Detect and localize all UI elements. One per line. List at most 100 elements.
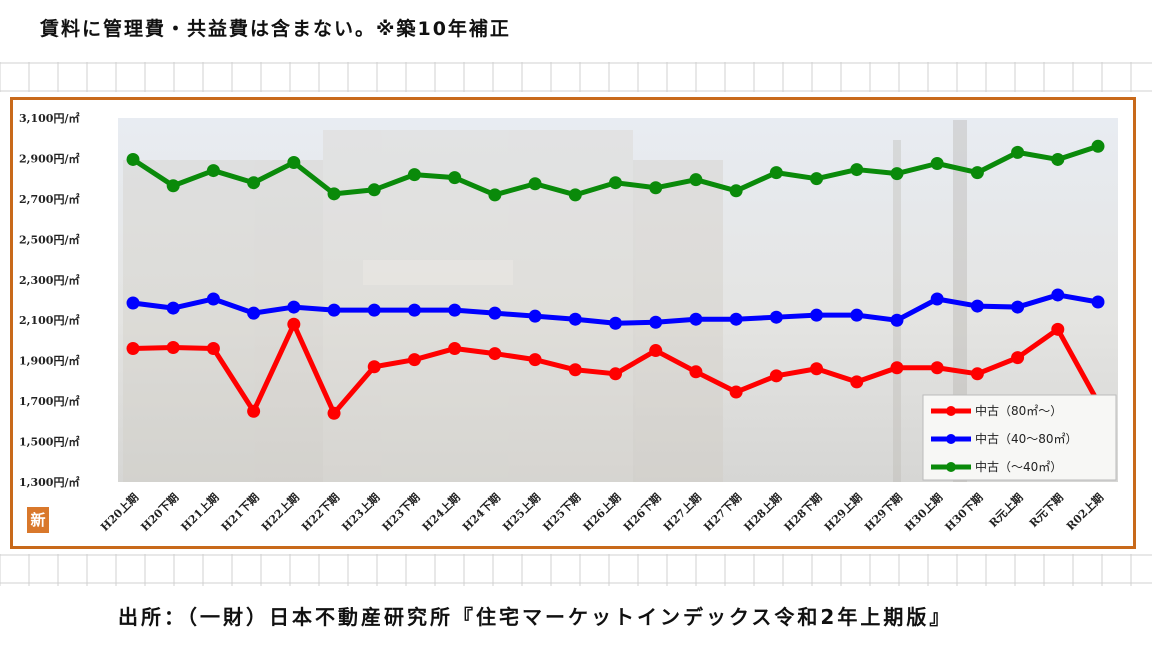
data-point-0: [407, 353, 421, 367]
line-chart: 3,100円/㎡ 2,900円/㎡ 2,700円/㎡ 2,500円/㎡ 2,300円/㎡…: [19, 111, 1118, 534]
x-tick-label: H24下期: [459, 490, 503, 534]
data-point-2: [930, 157, 944, 170]
x-tick-label: H30下期: [942, 490, 986, 534]
data-point-2: [327, 187, 341, 201]
data-point-0: [528, 353, 542, 367]
data-point-0: [890, 361, 904, 375]
data-point-0: [1011, 351, 1025, 365]
data-point-2: [126, 152, 140, 166]
data-point-2: [689, 173, 703, 187]
source-note: 出所：（一財）日本不動産研究所『住宅マーケットインデックス令和2年上期版』: [118, 605, 953, 629]
x-tick-label: H23上期: [339, 490, 383, 534]
x-tick-label: H30上期: [902, 490, 946, 534]
data-point-2: [769, 166, 783, 180]
data-point-1: [850, 308, 864, 322]
data-point-0: [769, 369, 783, 383]
x-tick-label: H26上期: [580, 490, 624, 534]
data-point-2: [528, 177, 542, 191]
data-point-1: [488, 306, 502, 320]
y-tick-label: 1,700円/㎡: [19, 394, 79, 408]
y-tick-label: 3,100円/㎡: [19, 111, 79, 125]
data-point-0: [488, 347, 502, 361]
data-point-1: [1051, 288, 1065, 302]
x-tick-label: R元下期: [1026, 490, 1066, 530]
data-point-1: [890, 313, 904, 327]
data-point-2: [649, 181, 663, 195]
y-tick-label: 2,900円/㎡: [19, 151, 79, 165]
data-point-2: [1011, 145, 1025, 159]
data-point-0: [689, 365, 703, 379]
legend-label-2: 中古（～40㎡）: [975, 459, 1062, 474]
data-point-0: [609, 367, 622, 381]
x-tick-label: R元上期: [986, 490, 1026, 530]
data-point-0: [327, 406, 341, 420]
data-point-0: [1051, 322, 1065, 336]
grid-band-bottom: [0, 554, 1152, 586]
grid-band-top: [0, 62, 1152, 92]
legend-label-0: 中古（80㎡～）: [975, 403, 1062, 418]
data-point-0: [367, 360, 381, 374]
x-tick-label: H29上期: [821, 490, 865, 534]
data-point-2: [970, 166, 984, 180]
data-point-1: [448, 303, 462, 317]
data-point-1: [126, 296, 140, 310]
y-tick-label: 1,300円/㎡: [19, 475, 79, 489]
data-point-2: [810, 172, 824, 186]
data-point-1: [769, 310, 783, 324]
data-point-1: [689, 312, 703, 326]
y-tick-label: 2,300円/㎡: [19, 273, 79, 287]
chart-frame: 3,100円/㎡ 2,900円/㎡ 2,700円/㎡ 2,500円/㎡ 2,300円/㎡…: [10, 97, 1136, 549]
data-point-2: [488, 188, 502, 202]
y-tick-label: 1,900円/㎡: [19, 354, 79, 368]
legend-label-1: 中古（40～80㎡）: [975, 431, 1078, 446]
data-point-0: [810, 362, 824, 376]
data-point-0: [930, 361, 944, 375]
x-tick-label: H23下期: [379, 490, 423, 534]
data-point-2: [1091, 139, 1105, 153]
x-tick-label: H28上期: [741, 490, 785, 534]
x-tick-label: H22上期: [258, 490, 302, 534]
x-tick-label: H22下期: [299, 490, 343, 534]
data-point-2: [287, 155, 301, 169]
y-tick-label: 2,100円/㎡: [19, 313, 79, 327]
data-point-1: [649, 315, 663, 329]
data-point-0: [850, 375, 864, 389]
x-tick-label: H21下期: [218, 490, 262, 534]
data-point-2: [206, 164, 220, 178]
data-point-0: [247, 404, 261, 418]
x-tick-label: H26下期: [620, 490, 664, 534]
x-tick-label: H20上期: [97, 490, 141, 534]
data-point-1: [609, 316, 622, 330]
data-point-2: [729, 184, 743, 198]
data-point-1: [166, 301, 180, 315]
x-tick-label: H27下期: [701, 490, 745, 534]
data-point-0: [649, 344, 663, 358]
badge-icon: 新: [27, 507, 49, 533]
data-point-1: [970, 299, 984, 313]
data-point-1: [206, 292, 220, 306]
data-point-1: [407, 303, 421, 317]
x-tick-label: H25上期: [500, 490, 544, 534]
data-point-2: [568, 188, 582, 202]
data-point-1: [287, 300, 301, 314]
data-point-1: [568, 312, 582, 326]
data-point-0: [568, 363, 582, 377]
x-tick-label: H20下期: [138, 490, 182, 534]
data-point-0: [126, 342, 140, 356]
x-tick-label: H24上期: [419, 490, 463, 534]
data-point-0: [166, 341, 180, 355]
data-point-2: [850, 163, 864, 177]
data-point-2: [367, 183, 381, 197]
data-point-2: [448, 171, 462, 185]
data-point-1: [327, 303, 341, 317]
data-point-0: [729, 385, 743, 399]
data-point-2: [407, 168, 421, 182]
y-tick-label: 1,500円/㎡: [19, 435, 79, 449]
x-tick-label: R02上期: [1063, 490, 1106, 533]
data-point-2: [166, 179, 180, 193]
data-point-1: [528, 309, 542, 323]
legend-marker-2: [946, 462, 956, 472]
data-point-1: [810, 308, 824, 322]
data-point-0: [970, 367, 984, 381]
y-tick-label: 2,500円/㎡: [19, 232, 79, 246]
